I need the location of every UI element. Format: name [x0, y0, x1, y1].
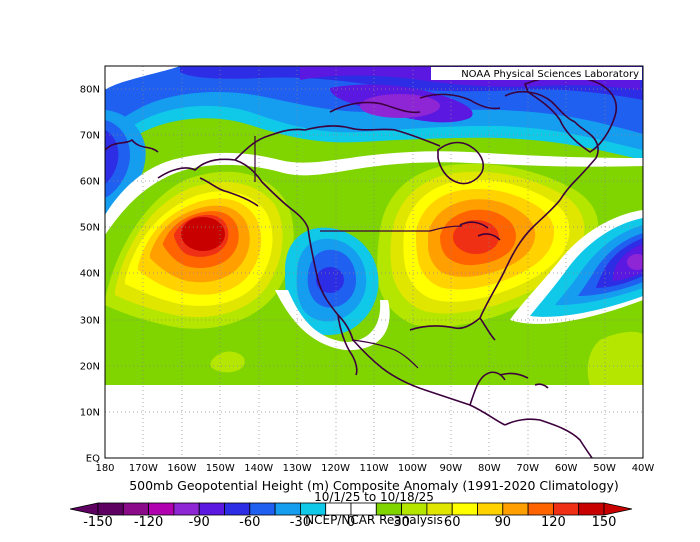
lon-label: 50W — [593, 463, 616, 474]
colorbar-label: -30 — [290, 515, 311, 530]
lat-label: EQ — [86, 454, 100, 465]
credit-label: NOAA Physical Sciences Laboratory — [431, 67, 642, 80]
lon-label: 110W — [360, 463, 389, 474]
lat-label: 40N — [80, 269, 100, 280]
plot-frame — [104, 65, 644, 459]
lon-label: 100W — [398, 463, 427, 474]
colorbar-label: -120 — [134, 515, 164, 530]
latitude-labels: 80N 70N 60N 50N 40N 30N 20N 10N EQ — [80, 85, 100, 465]
colorbar-label: -60 — [239, 515, 260, 530]
colorbar-swatch — [477, 502, 504, 516]
colorbar — [69, 502, 633, 516]
grid-lines — [105, 66, 643, 458]
colorbar-label: -90 — [189, 515, 210, 530]
lat-label: 50N — [80, 223, 100, 234]
lon-label: 130W — [283, 463, 312, 474]
colorbar-label: 30 — [393, 515, 410, 530]
data-source: NCEP/NCAR Reanalysis — [305, 513, 443, 527]
colorbar-swatch — [148, 502, 175, 516]
lon-label: 170W — [129, 463, 158, 474]
map-title: 500mb Geopotential Height (m) Composite … — [129, 478, 619, 493]
colorbar-swatch — [173, 502, 200, 516]
colorbar-high-arrow — [603, 502, 633, 516]
colorbar-label: -150 — [83, 515, 113, 530]
anomaly-contour-field — [105, 66, 643, 458]
lon-label: 40W — [632, 463, 655, 474]
lat-label: 70N — [80, 131, 100, 142]
lon-label: 80W — [478, 463, 501, 474]
lat-label: 60N — [80, 177, 100, 188]
colorbar-swatch — [249, 502, 276, 516]
colorbar-label: 60 — [444, 515, 461, 530]
colorbar-swatch — [553, 502, 580, 516]
colorbar-swatch — [451, 502, 478, 516]
colorbar-low-arrow — [69, 502, 99, 516]
colorbar-swatch — [274, 502, 301, 516]
lon-label: 180 — [95, 463, 114, 474]
colorbar-swatch — [122, 502, 150, 516]
lat-label: 30N — [80, 316, 100, 327]
colorbar-swatch — [502, 502, 529, 516]
lon-label: 70W — [516, 463, 539, 474]
lon-label: 160W — [167, 463, 196, 474]
credit-text: NOAA Physical Sciences Laboratory — [461, 69, 639, 80]
colorbar-label: 0 — [347, 515, 355, 530]
lon-label: 90W — [440, 463, 463, 474]
lon-label: 60W — [555, 463, 578, 474]
colorbar-labels: -150 -120 -90 -60 -30 0 30 60 90 120 150 — [83, 515, 616, 530]
colorbar-label: 150 — [592, 515, 617, 530]
colorbar-swatch — [527, 502, 554, 516]
date-range: 10/1/25 to 10/18/25 — [314, 490, 434, 504]
lat-label: 80N — [80, 85, 100, 96]
lon-label: 120W — [321, 463, 350, 474]
colorbar-label: 120 — [541, 515, 566, 530]
colorbar-swatch — [578, 502, 605, 516]
colorbar-swatch — [224, 502, 251, 516]
lat-label: 20N — [80, 362, 100, 373]
longitude-labels: 180 170W 160W 150W 140W 130W 120W 110W 100W 90W 80… — [95, 463, 654, 474]
lon-label: 140W — [244, 463, 273, 474]
lat-label: 10N — [80, 408, 100, 419]
lon-label: 150W — [206, 463, 235, 474]
political-boundaries — [254, 136, 463, 369]
colorbar-swatch — [198, 502, 225, 516]
colorbar-label: 90 — [495, 515, 512, 530]
colorbar-swatch — [97, 502, 124, 516]
